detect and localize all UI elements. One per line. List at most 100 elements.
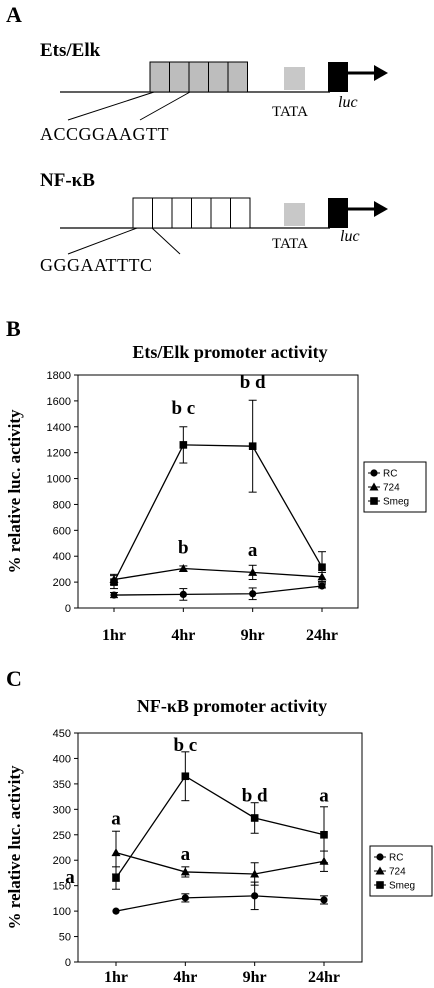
ets-elk-sequence: ACCGGAAGTT: [40, 124, 169, 144]
promoter-construct-diagram: [60, 61, 388, 255]
ets-elk-724-line: [113, 567, 323, 581]
ets-elk-legend-label: Smeg: [383, 497, 409, 508]
nfkb-significance-label: b c: [173, 735, 197, 756]
nfkb-binding-site-box: [230, 197, 251, 229]
nfkb-y-tick-label: 200: [53, 855, 71, 867]
nfkb-legend-label: 724: [389, 867, 406, 878]
nfkb-smeg-line: [115, 775, 325, 879]
nfkb-724-point: [250, 869, 260, 878]
ets-elk-724-point: [248, 567, 258, 576]
nfkb-rc-point: [112, 907, 120, 915]
nfkb-tata-box: [284, 203, 305, 226]
nfkb-rc-point: [251, 892, 259, 900]
ets-elk-y-tick-label: 1400: [47, 422, 71, 434]
nfkb-significance-label: a: [319, 786, 329, 807]
ets-elk-binding-site-box: [227, 61, 248, 93]
ets-elk-rc-point: [179, 590, 187, 599]
ets-elk-x-tick-label: 24hr: [306, 627, 338, 644]
ets-elk-smeg-point: [248, 442, 257, 450]
ets-elk-title: Ets/Elk promoter activity: [132, 342, 327, 362]
nfkb-724-point: [180, 867, 190, 876]
nfkb-transcription-arrow-head: [374, 201, 388, 217]
nfkb-luc-gene-box: [328, 198, 348, 228]
nfkb-x-tick-label: 24hr: [308, 969, 340, 986]
nfkb-significance-label: a: [65, 867, 75, 888]
panel-a-letter: A: [6, 2, 22, 27]
nfkb-rc-line: [115, 895, 325, 912]
ets-elk-legend-marker: [370, 497, 378, 505]
ets-elk-significance-label: a: [248, 540, 258, 561]
ets-elk-smeg-point: [110, 578, 118, 586]
ets-elk-legend-marker: [370, 469, 378, 477]
ets-elk-series-smeg: [110, 399, 326, 590]
nfkb-series-smeg: [112, 751, 328, 890]
ets-elk-luc-label: luc: [338, 94, 358, 111]
nfkb-smeg-point: [112, 874, 120, 882]
ets-elk-y-tick-label: 1600: [47, 396, 71, 408]
ets-elk-luc-gene-box: [328, 62, 348, 92]
ets-elk-tata-label: TATA: [272, 104, 308, 120]
panel-c-letter: C: [6, 666, 22, 691]
nfkb-luc-label: luc: [340, 228, 360, 245]
nfkb-series-rc: [112, 881, 328, 915]
nfkb-sequence: GGGAATTTC: [40, 255, 153, 275]
nfkb-y-tick-label: 300: [53, 804, 71, 816]
ets-elk-x-tick-label: 9hr: [241, 627, 265, 644]
ets-elk-legend: RC 724 Smeg: [363, 461, 427, 513]
ets-elk-legend-marker: [369, 482, 379, 491]
nfkb-sequence-pointer: [67, 227, 138, 255]
ets-elk-tata-box: [284, 67, 305, 90]
nfkb-tata-label: TATA: [272, 236, 308, 252]
ets-elk-legend-label: RC: [383, 469, 397, 480]
ets-elk-y-tick-label: 1000: [47, 474, 71, 486]
nfkb-y-tick-label: 150: [53, 881, 71, 893]
nfkb-y-axis-label: % relative luc. activity: [5, 765, 24, 929]
ets-elk-y-tick-label: 200: [53, 577, 71, 589]
nfkb-legend-label: Smeg: [389, 881, 415, 892]
ets-elk-sequence-pointer: [139, 91, 191, 121]
ets-elk-y-tick-label: 1800: [47, 370, 71, 382]
nfkb-x-tick-label: 1hr: [104, 969, 128, 986]
nfkb-significance-label: a: [111, 809, 121, 830]
nfkb-legend-marker: [376, 853, 384, 861]
ets-elk-x-tick-label: 4hr: [171, 627, 195, 644]
ets-elk-y-tick-label: 1200: [47, 448, 71, 460]
nfkb-legend: RC 724 Smeg: [369, 845, 433, 897]
nfkb-x-tick-label: 4hr: [173, 969, 197, 986]
nfkb-plot-area: [77, 732, 363, 963]
ets-elk-significance-label: b c: [171, 398, 195, 419]
ets-elk-plot-area: [77, 374, 359, 609]
ets-elk-series-rc: [110, 582, 326, 601]
ets-elk-transcription-arrow-head: [374, 65, 388, 81]
nfkb-y-tick-label: 50: [59, 932, 71, 944]
ets-elk-smeg-point: [179, 441, 188, 449]
ets-elk-rc-point: [249, 590, 257, 598]
nfkb-724-point: [111, 848, 121, 857]
ets-elk-y-tick-label: 600: [53, 525, 71, 537]
ets-elk-y-tick-label: 800: [53, 499, 71, 511]
nfkb-legend-marker: [375, 866, 385, 875]
nfkb-series-724: [111, 830, 329, 886]
nfkb-smeg-point: [181, 772, 190, 781]
ets-elk-y-axis-label: % relative luc. activity: [5, 409, 24, 573]
nfkb-724-line: [115, 851, 325, 875]
panel-b-letter: B: [6, 316, 21, 341]
ets-elk-y-tick-label: 400: [53, 551, 71, 563]
nfkb-rc-point: [181, 894, 189, 902]
nfkb-y-tick-label: 0: [65, 957, 71, 969]
nfkb-title: NF-κB promoter activity: [137, 696, 327, 716]
nfkb-legend-marker: [376, 881, 384, 889]
nfkb-y-tick-label: 400: [53, 753, 71, 765]
nfkb-x-tick-label: 9hr: [243, 969, 267, 986]
ets-elk-724-point: [178, 564, 188, 573]
ets-elk-legend-label: 724: [383, 483, 400, 494]
nfkb-construct-name: NF-κB: [40, 170, 95, 191]
nfkb-y-tick-label: 350: [53, 779, 71, 791]
ets-elk-y-tick-label: 0: [65, 603, 71, 615]
nfkb-significance-label: a: [181, 844, 191, 865]
nfkb-legend-label: RC: [389, 853, 403, 864]
ets-elk-significance-label: b d: [240, 372, 266, 393]
ets-elk-significance-label: b: [178, 538, 189, 559]
